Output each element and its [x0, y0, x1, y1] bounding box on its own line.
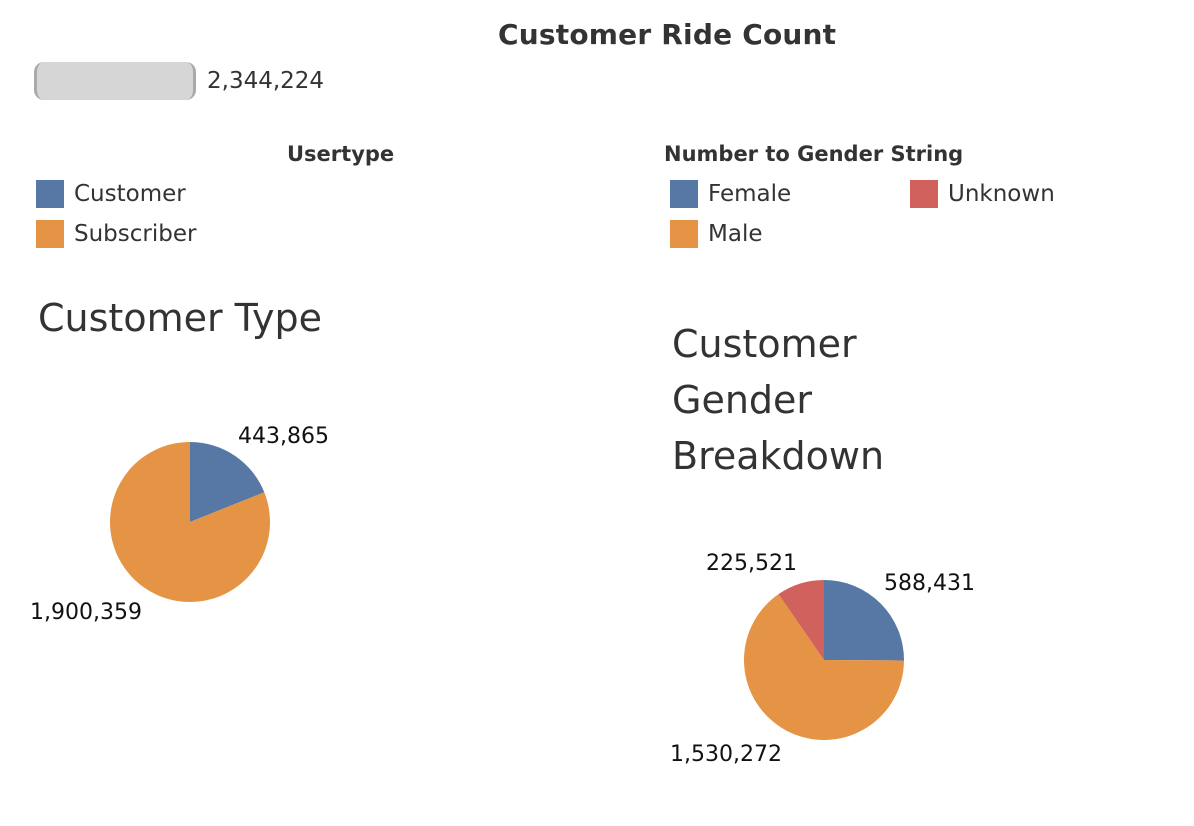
- pie-slice-subscriber[interactable]: [110, 442, 270, 602]
- usertype-legend-title: Usertype: [287, 142, 395, 166]
- data-label-subscriber: 1,900,359: [30, 600, 142, 625]
- legend-label-customer: Customer: [74, 181, 186, 207]
- legend-label-unknown: Unknown: [948, 181, 1055, 207]
- data-label-female: 588,431: [884, 571, 975, 596]
- page-title: Customer Ride Count: [498, 18, 837, 51]
- legend-item-unknown[interactable]: Unknown: [910, 180, 1055, 208]
- data-label-unknown: 225,521: [706, 551, 797, 576]
- legend-label-female: Female: [708, 181, 792, 207]
- legend-label-subscriber: Subscriber: [74, 221, 197, 247]
- pie-slice-customer[interactable]: [190, 442, 265, 522]
- subscriber-swatch: [36, 220, 64, 248]
- unknown-swatch: [910, 180, 938, 208]
- data-label-male: 1,530,272: [670, 742, 782, 767]
- gender-pie: 588,431 1,530,272 225,521: [670, 551, 975, 767]
- gender-chart-title: Customer Gender Breakdown: [672, 322, 885, 478]
- pie-slice-male[interactable]: [743, 594, 904, 741]
- gender-legend-title: Number to Gender String: [664, 142, 964, 166]
- legend-item-male[interactable]: Male: [670, 220, 762, 248]
- legend-item-female[interactable]: Female: [670, 180, 791, 208]
- legend-label-male: Male: [708, 221, 763, 247]
- male-swatch: [670, 220, 698, 248]
- legend-item-subscriber[interactable]: Subscriber: [36, 220, 196, 248]
- total-count-value: 2,344,224: [207, 68, 325, 94]
- female-swatch: [670, 180, 698, 208]
- customer-swatch: [36, 180, 64, 208]
- legend-item-customer[interactable]: Customer: [36, 180, 186, 208]
- pie-slice-unknown[interactable]: [778, 580, 824, 660]
- customer-type-pie: 443,865 1,900,359: [30, 424, 329, 625]
- data-label-customer: 443,865: [238, 424, 329, 449]
- customer-type-chart-title: Customer Type: [38, 296, 322, 340]
- total-count-bar: [34, 62, 196, 100]
- pie-slice-female[interactable]: [824, 580, 904, 661]
